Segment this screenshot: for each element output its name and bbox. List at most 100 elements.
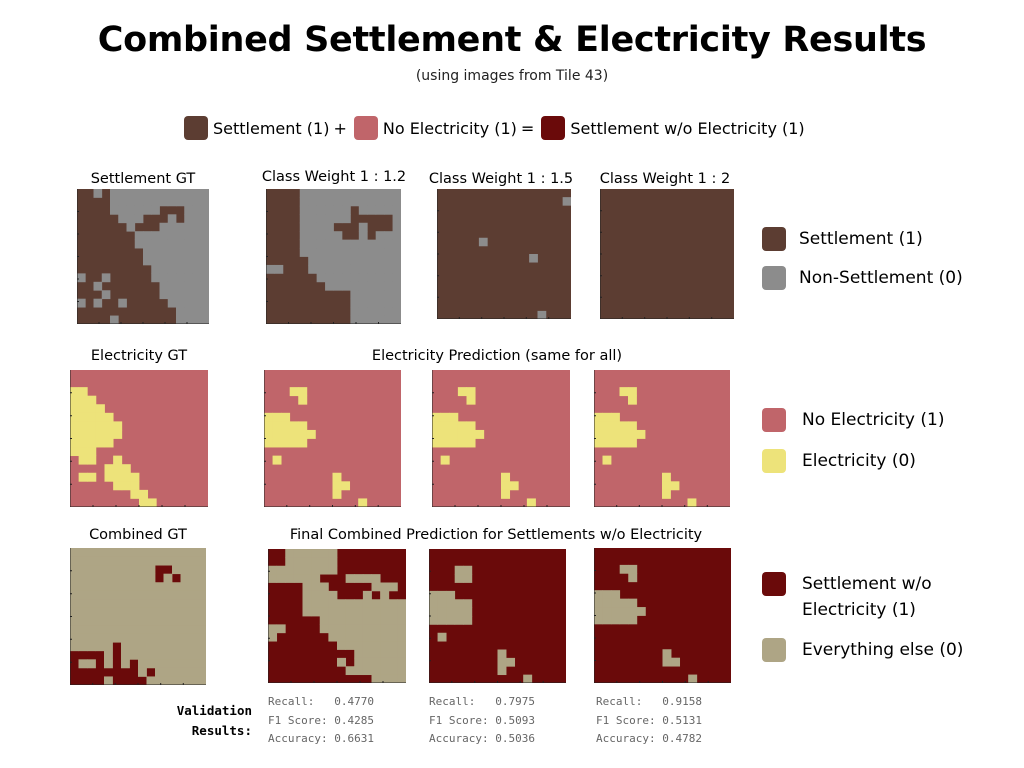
map-cell <box>180 676 190 685</box>
map-cell <box>371 599 381 609</box>
map-cell <box>367 197 377 207</box>
map-cell <box>78 387 88 397</box>
page-title: Combined Settlement & Electricity Result… <box>97 20 927 60</box>
map-cell <box>333 248 343 257</box>
map-cell <box>118 298 127 308</box>
map-cell <box>384 273 393 283</box>
map-cell <box>129 599 139 609</box>
map-cell <box>384 264 393 274</box>
map-cell <box>358 231 368 241</box>
map-axis <box>266 189 401 324</box>
map-cell <box>184 273 193 283</box>
map-cell <box>70 395 80 405</box>
map-cell <box>432 438 442 448</box>
map-cell <box>299 205 309 215</box>
map-cell <box>308 222 318 232</box>
map-cell <box>371 624 381 634</box>
map-cell <box>197 633 206 643</box>
map-cell <box>95 642 105 652</box>
map-cell <box>87 573 96 583</box>
map-cell <box>197 548 206 557</box>
map-cell <box>78 556 88 566</box>
map-cell <box>388 607 398 617</box>
map-cell <box>101 273 111 283</box>
map-cell <box>375 189 385 198</box>
map-cell <box>437 590 447 600</box>
map-cell <box>155 616 164 626</box>
map-cell <box>362 657 372 667</box>
formula-result-label: Settlement w/o Electricity (1) <box>570 118 805 138</box>
map-cell <box>319 599 329 609</box>
map-cell <box>594 590 603 600</box>
map-cell <box>506 657 516 667</box>
map-cell <box>184 264 193 274</box>
map-cell <box>200 256 209 266</box>
map-cell <box>167 222 177 232</box>
map-cell <box>384 256 393 266</box>
map-cell <box>388 657 398 667</box>
map-cell <box>104 429 114 439</box>
map-cell <box>189 590 198 600</box>
map-axis <box>268 549 406 683</box>
legend-everything-else-swatch <box>762 638 786 662</box>
map-cell <box>354 599 364 609</box>
map-cell <box>537 310 547 319</box>
map-cell <box>104 573 113 583</box>
map-cell <box>523 674 533 683</box>
map-cell <box>163 650 173 660</box>
map-cell <box>392 290 401 300</box>
map-cell <box>138 642 147 652</box>
map-cell <box>143 231 152 241</box>
map-cell <box>176 298 185 308</box>
map-cell <box>139 489 149 499</box>
map-cell <box>121 625 130 635</box>
map-cell <box>350 315 360 324</box>
map-cell <box>437 607 447 617</box>
map-cell <box>397 666 406 676</box>
map-cell <box>200 214 209 224</box>
map-cell <box>358 290 368 300</box>
map-cell <box>375 248 385 257</box>
map-cell <box>380 590 390 600</box>
map-cell <box>466 438 476 448</box>
map-cell <box>78 599 88 609</box>
map-cell <box>172 633 181 643</box>
map-cell <box>78 616 88 626</box>
map-cell <box>688 674 698 683</box>
map-cell <box>325 256 334 266</box>
map-cell <box>397 674 406 683</box>
map-cell <box>463 607 473 617</box>
map-cell <box>163 667 173 677</box>
map-cell <box>176 197 185 207</box>
map-cell <box>118 205 127 215</box>
map-cell <box>375 256 385 266</box>
map-cell <box>93 298 103 308</box>
map-cell <box>129 607 139 617</box>
map-cell <box>121 590 130 600</box>
map-cell <box>167 189 177 198</box>
map-cell <box>87 616 96 626</box>
map-cell <box>70 607 79 617</box>
map-cell <box>497 666 507 676</box>
map-cell <box>636 429 646 439</box>
map-cell <box>70 565 79 575</box>
map-cell <box>113 455 123 465</box>
settlement-cw2-map <box>600 189 734 319</box>
map-cell <box>167 264 177 274</box>
map-cell <box>159 222 169 232</box>
map-cell <box>197 659 206 669</box>
map-cell <box>184 222 193 232</box>
map-cell <box>163 676 173 685</box>
settlement-cw15-map <box>437 189 571 319</box>
map-cell <box>358 264 368 274</box>
map-cell <box>163 659 173 669</box>
map-cell <box>388 674 398 683</box>
map-cell <box>121 599 130 609</box>
map-cell <box>172 667 181 677</box>
map-cell <box>121 556 130 566</box>
map-cell <box>143 256 152 266</box>
map-cell <box>200 222 209 232</box>
legend-settlement-wo-electricity-swatch <box>762 572 786 596</box>
map-cell <box>316 273 326 283</box>
legend-no-electricity: No Electricity (1) <box>762 407 944 433</box>
